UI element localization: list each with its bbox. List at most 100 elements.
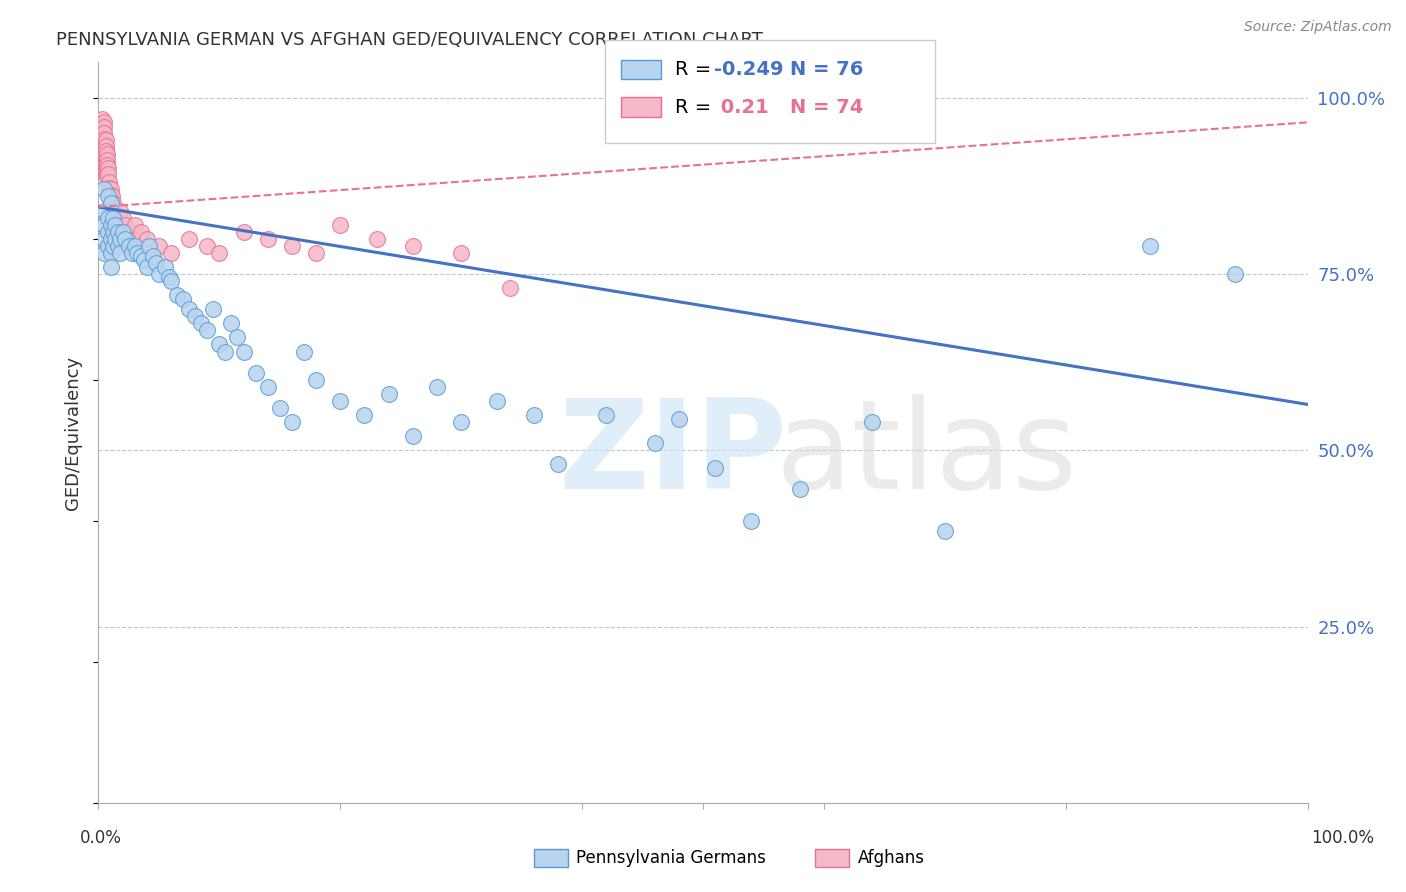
Point: [93, 152, 115, 166]
Point: [93, 158, 115, 172]
Point: [96, 158, 118, 172]
Point: [93, 115, 115, 129]
Point: [329, 393, 352, 408]
Text: -0.249: -0.249: [714, 60, 783, 79]
Point: [97, 239, 120, 253]
Point: [402, 239, 425, 253]
Point: [402, 429, 425, 443]
Point: [160, 245, 183, 260]
Point: [426, 380, 449, 394]
Point: [94, 133, 117, 147]
Point: [93, 136, 115, 151]
Point: [91, 133, 114, 147]
Point: [214, 344, 236, 359]
Point: [166, 288, 188, 302]
Point: [789, 482, 811, 496]
Point: [101, 239, 124, 253]
Point: [135, 260, 157, 274]
Point: [145, 256, 167, 270]
Point: [108, 203, 131, 218]
Point: [93, 182, 115, 196]
Point: [111, 225, 134, 239]
Point: [97, 161, 120, 176]
Point: [498, 281, 520, 295]
Point: [97, 189, 120, 203]
Point: [129, 225, 152, 239]
Point: [148, 267, 170, 281]
Text: R =: R =: [675, 60, 717, 79]
Point: [195, 323, 218, 337]
Point: [121, 245, 143, 260]
Point: [668, 411, 690, 425]
Point: [94, 161, 117, 176]
Point: [208, 337, 231, 351]
Point: [91, 122, 114, 136]
Point: [101, 196, 124, 211]
Point: [232, 225, 254, 239]
Point: [107, 225, 129, 239]
Point: [91, 136, 114, 151]
Point: [91, 135, 114, 149]
Point: [256, 380, 278, 394]
Point: [157, 270, 180, 285]
Point: [160, 274, 183, 288]
Point: [644, 436, 666, 450]
Point: [93, 245, 115, 260]
Point: [179, 302, 201, 317]
Point: [91, 124, 114, 138]
Point: [124, 239, 146, 253]
Point: [256, 232, 278, 246]
Point: [100, 232, 122, 246]
Point: [100, 196, 122, 211]
Point: [101, 225, 124, 239]
Point: [91, 112, 114, 126]
Point: [595, 408, 617, 422]
Point: [153, 260, 176, 274]
Point: [450, 415, 472, 429]
Point: [740, 514, 762, 528]
Text: N = 74: N = 74: [790, 97, 863, 117]
Point: [100, 189, 122, 203]
Point: [91, 128, 114, 142]
Point: [101, 211, 124, 225]
Point: [184, 310, 207, 324]
Point: [377, 387, 399, 401]
Point: [118, 225, 141, 239]
Point: [366, 232, 388, 246]
Text: Source: ZipAtlas.com: Source: ZipAtlas.com: [1244, 20, 1392, 34]
Point: [94, 145, 117, 159]
Point: [100, 218, 122, 232]
Point: [98, 181, 121, 195]
Point: [1223, 267, 1246, 281]
Text: R =: R =: [675, 97, 717, 117]
Point: [353, 408, 375, 422]
Point: [91, 140, 114, 154]
Point: [934, 524, 956, 539]
Point: [91, 129, 114, 144]
Point: [486, 393, 509, 408]
Point: [100, 194, 122, 208]
Point: [329, 218, 352, 232]
Point: [98, 175, 121, 189]
Point: [104, 211, 127, 225]
Point: [269, 401, 291, 415]
Point: [305, 373, 328, 387]
Point: [91, 133, 114, 147]
Point: [523, 408, 546, 422]
Point: [91, 129, 114, 144]
Point: [172, 292, 194, 306]
Point: [121, 232, 143, 246]
Point: [100, 245, 122, 260]
Point: [93, 218, 115, 232]
Point: [91, 119, 114, 133]
Point: [97, 167, 120, 181]
Point: [94, 138, 117, 153]
Point: [226, 330, 249, 344]
Point: [221, 316, 243, 330]
Point: [91, 126, 114, 140]
Point: [547, 458, 569, 472]
Point: [93, 131, 115, 145]
Point: [129, 249, 152, 263]
Text: N = 76: N = 76: [790, 60, 863, 79]
Point: [245, 366, 267, 380]
